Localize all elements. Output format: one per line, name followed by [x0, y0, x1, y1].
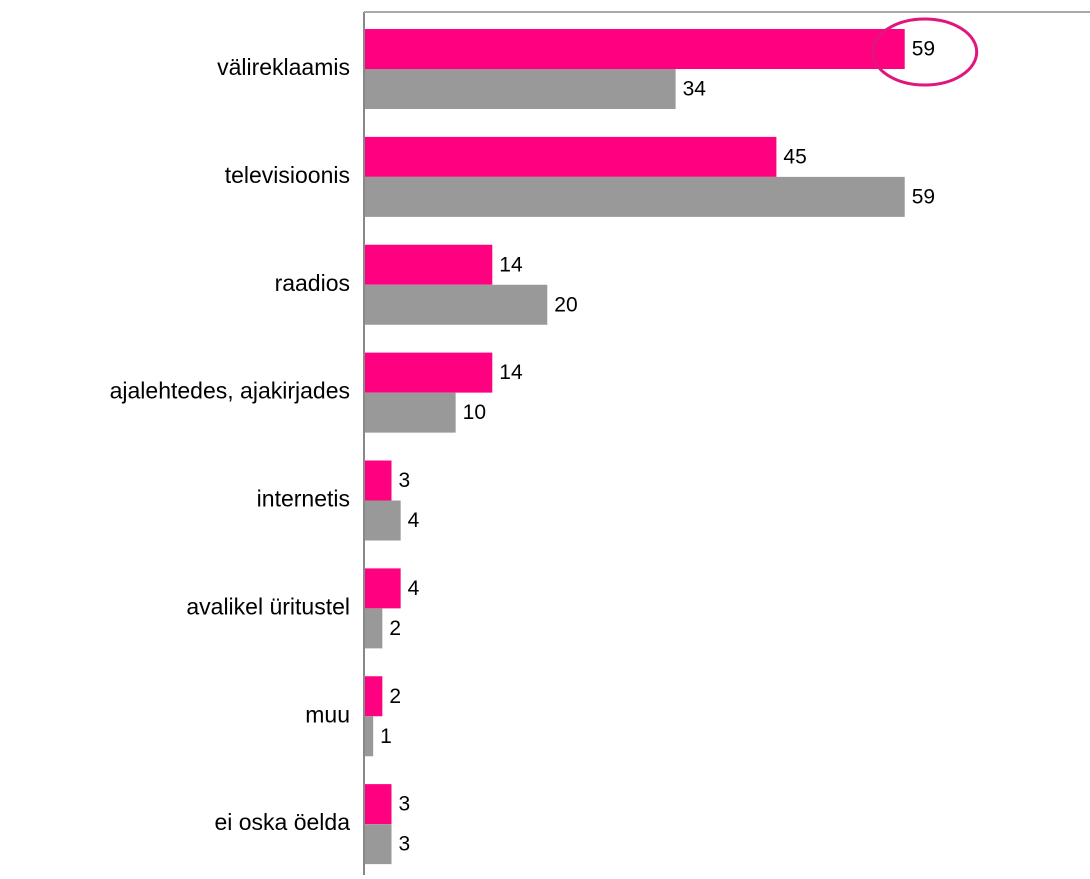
value-label: 4: [408, 509, 420, 532]
bar: [364, 608, 383, 649]
category-label: internetis: [257, 486, 350, 512]
value-label: 2: [389, 617, 401, 640]
value-label: 4: [408, 577, 420, 600]
value-label: 45: [783, 145, 806, 168]
bar: [364, 136, 777, 177]
bar: [364, 392, 456, 433]
category-label: välireklaamis: [217, 54, 350, 80]
value-label: 2: [389, 685, 401, 708]
value-label: 59: [912, 185, 935, 208]
highlight-circle: [871, 17, 979, 87]
bar: [364, 568, 401, 609]
bar: [364, 676, 383, 717]
category-label: ajalehtedes, ajakirjades: [110, 378, 350, 404]
category-label: muu: [305, 701, 350, 727]
category-label: televisioonis: [225, 162, 350, 188]
bar: [364, 176, 905, 217]
value-label: 14: [499, 253, 523, 276]
bar: [364, 352, 493, 393]
bar: [364, 29, 905, 69]
category-label: ei oska öelda: [214, 809, 350, 835]
category-label: raadios: [275, 270, 350, 296]
bar: [364, 284, 548, 325]
value-label: 3: [398, 793, 410, 816]
bar: [364, 500, 401, 541]
bar: [364, 69, 676, 109]
value-label: 34: [683, 78, 707, 101]
bar: [364, 824, 392, 865]
value-label: 3: [398, 833, 410, 856]
bar: [364, 716, 374, 757]
category-label: avalikel üritustel: [186, 593, 350, 619]
value-label: 20: [554, 293, 577, 316]
value-label: 3: [398, 469, 410, 492]
value-label: 59: [912, 38, 935, 61]
bar: [364, 244, 493, 285]
value-label: 10: [463, 401, 486, 424]
value-label: 14: [499, 361, 523, 384]
bar: [364, 784, 392, 825]
bar: [364, 460, 392, 501]
value-label: 1: [380, 725, 392, 748]
